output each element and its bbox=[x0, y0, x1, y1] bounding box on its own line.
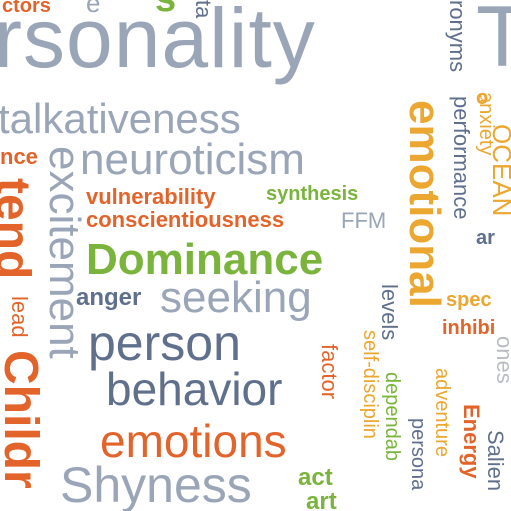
word-Energy: Energy bbox=[459, 404, 484, 479]
word-talkativeness: talkativeness bbox=[0, 95, 241, 142]
word-conscientiousness: conscientiousness bbox=[86, 207, 285, 232]
word-ones: ones bbox=[492, 336, 511, 384]
word-vulnerability: vulnerability bbox=[86, 184, 216, 209]
word-lead: lead bbox=[7, 296, 32, 338]
word-levels: levels bbox=[377, 284, 402, 341]
word-Shyness: Shyness bbox=[60, 457, 252, 511]
word-OCEAN: OCEAN bbox=[487, 124, 511, 217]
word-performance: performance bbox=[449, 96, 474, 220]
word-tend: tend bbox=[0, 178, 39, 280]
word-emotions: emotions bbox=[100, 415, 287, 467]
word-T: T bbox=[476, 0, 511, 85]
word-FFM: FFM bbox=[341, 208, 387, 233]
word-e: e bbox=[86, 0, 101, 18]
word-behavior: behavior bbox=[106, 363, 283, 415]
word-adventure: adventure bbox=[431, 368, 453, 457]
word-excitement: excitement bbox=[40, 146, 89, 359]
word-dependab: dependab bbox=[381, 372, 403, 461]
word-act: act bbox=[298, 464, 333, 491]
word-ronyms: ronyms bbox=[445, 0, 470, 73]
word-rsonality: rsonality bbox=[0, 0, 316, 85]
word-neuroticism: neuroticism bbox=[80, 135, 305, 184]
word-inhibi: inhibi bbox=[442, 317, 496, 339]
word-synthesis: synthesis bbox=[266, 183, 359, 205]
word-ar: ar bbox=[476, 227, 495, 249]
word-ctors: ctors bbox=[2, 0, 51, 17]
word-s: s bbox=[155, 0, 176, 18]
word-o: o bbox=[476, 87, 489, 109]
word-art: art bbox=[306, 488, 337, 511]
word-emotional: emotional bbox=[400, 100, 449, 308]
word-Salien: Salien bbox=[483, 430, 508, 492]
word-seeking: seeking bbox=[160, 273, 312, 322]
word-Childr: Childr bbox=[0, 350, 47, 489]
word-persona: persona bbox=[407, 418, 429, 491]
word-nce: nce bbox=[0, 144, 38, 169]
word-person: person bbox=[88, 315, 241, 371]
word-anger: anger bbox=[76, 284, 142, 311]
word-self-disciplin: self-disciplin bbox=[359, 330, 381, 439]
word-factor: factor bbox=[317, 344, 342, 400]
word-spec: spec bbox=[446, 289, 492, 311]
word-Dominance: Dominance bbox=[86, 235, 324, 284]
